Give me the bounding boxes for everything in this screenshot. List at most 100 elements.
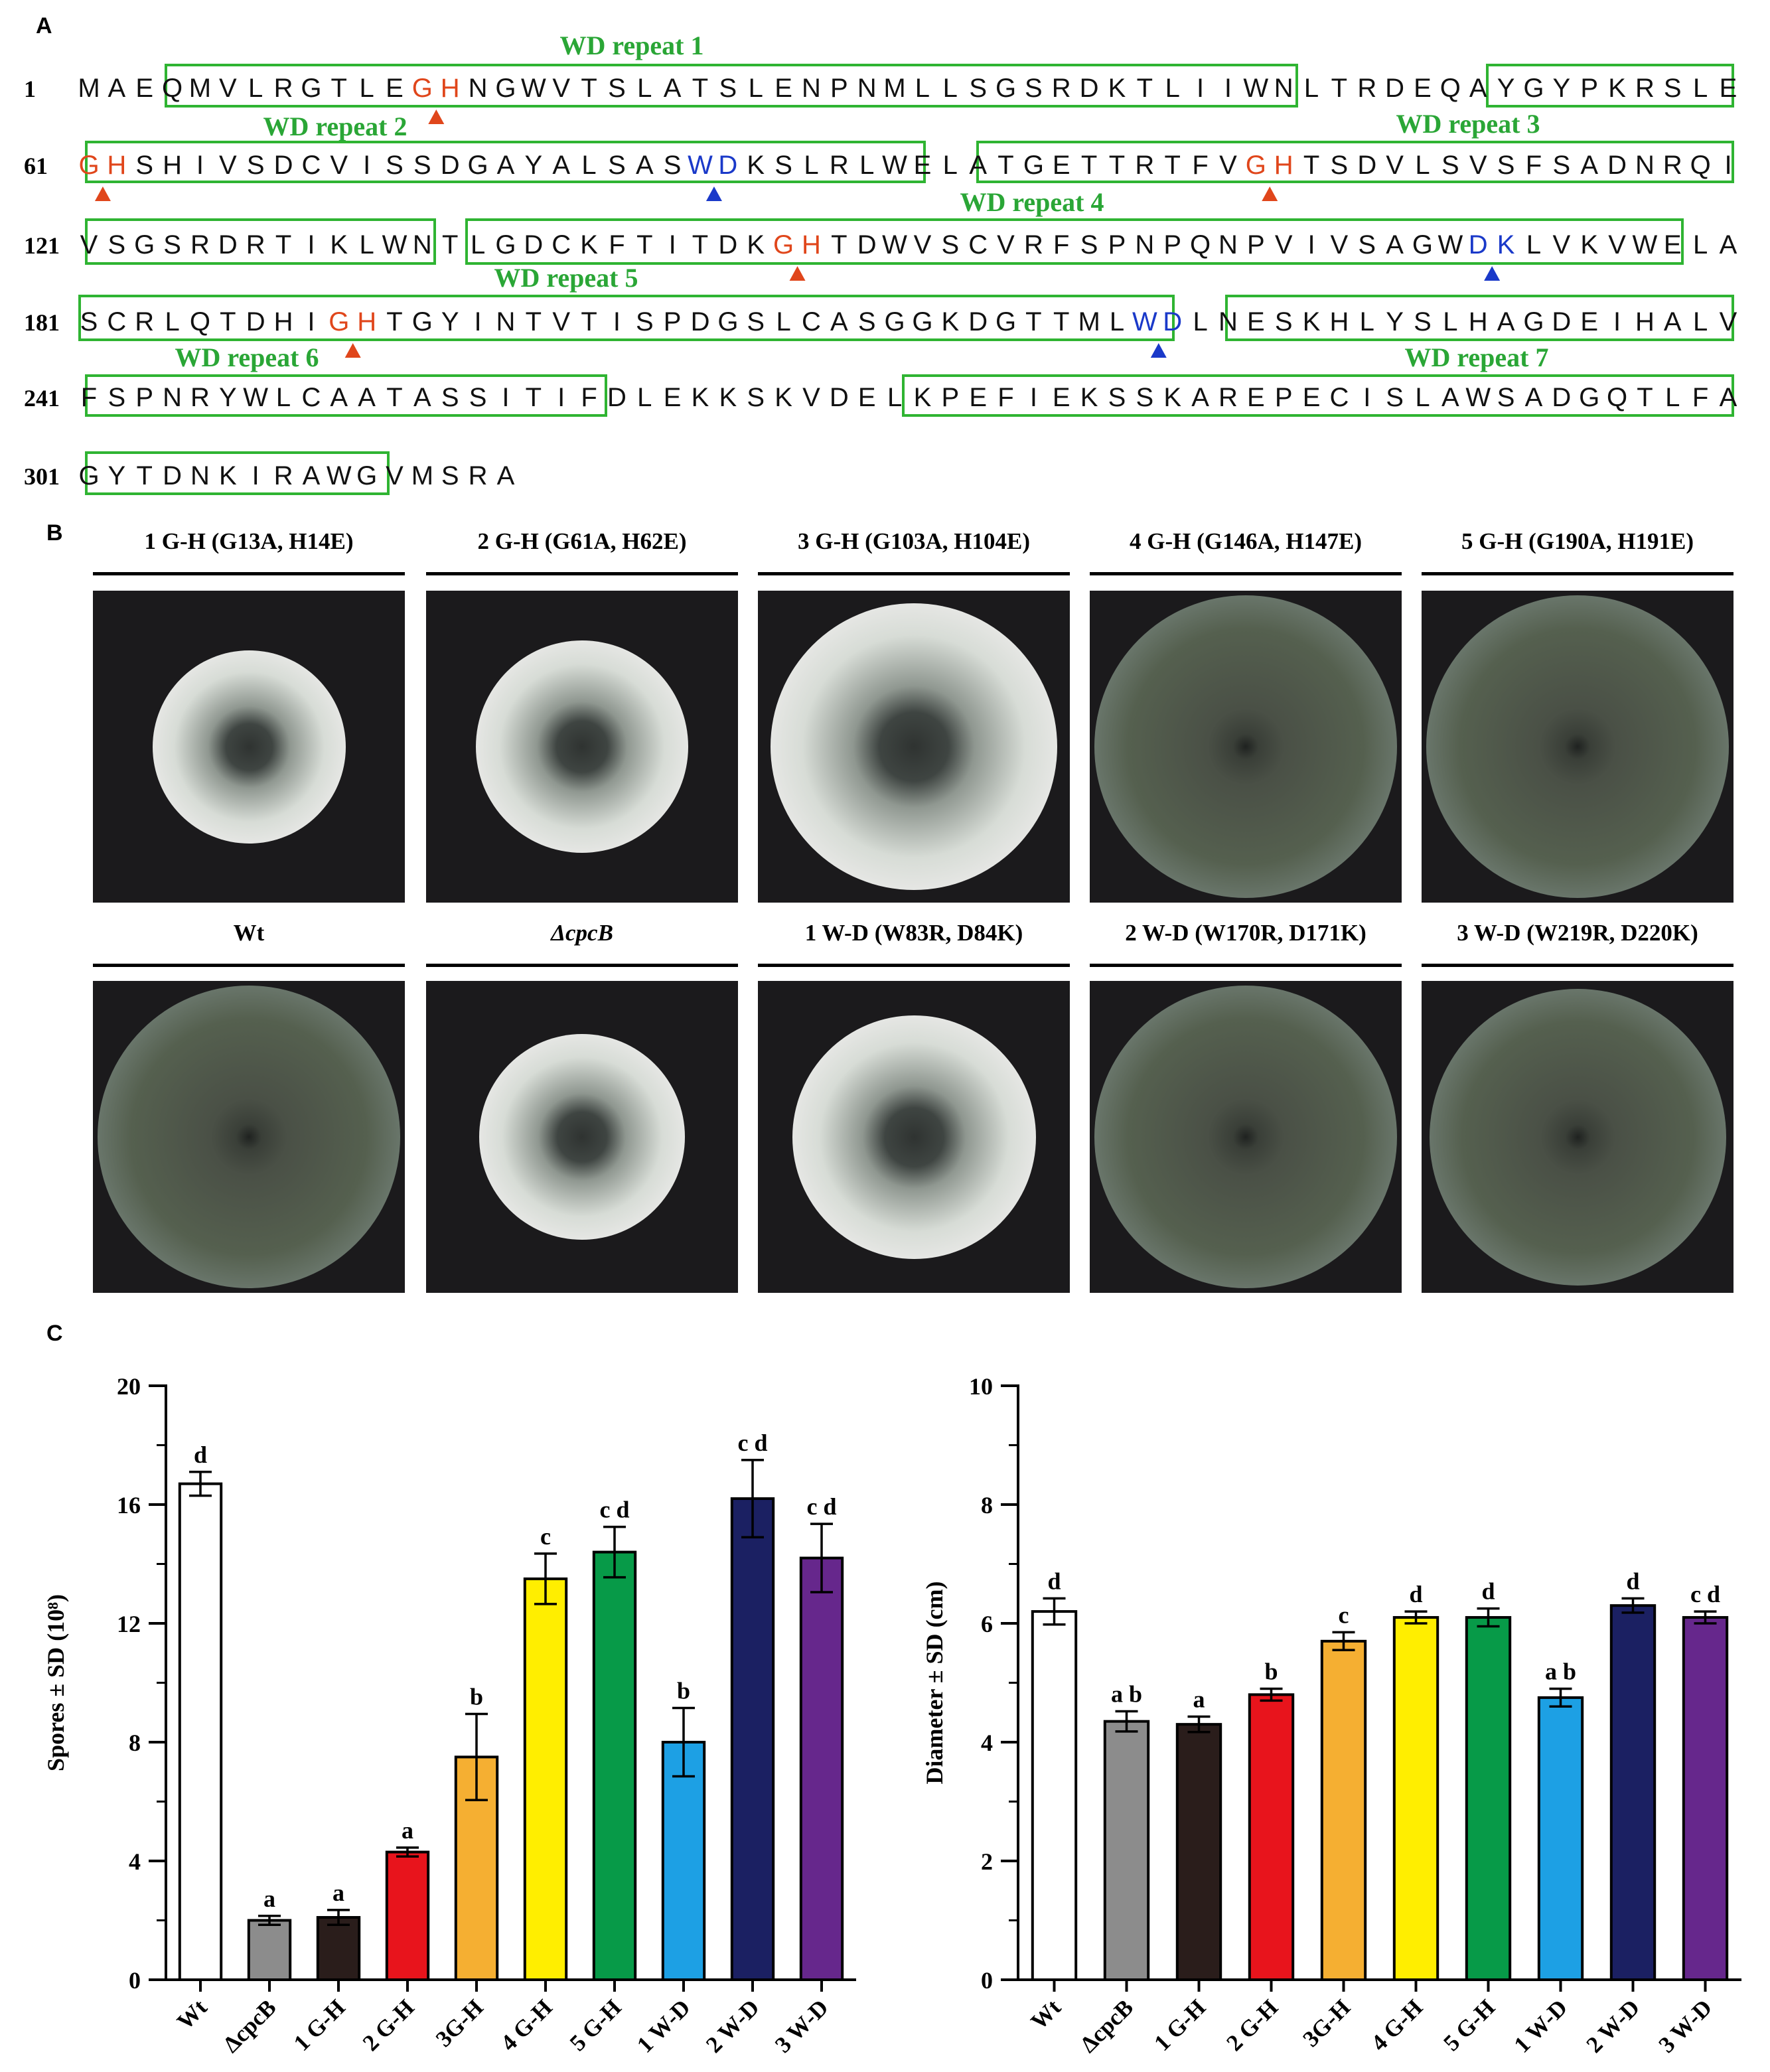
sequence-residue: R <box>246 230 265 259</box>
significance-letter: b <box>1264 1658 1278 1684</box>
sequence-residue: L <box>776 307 790 336</box>
sequence-residue: L <box>471 230 485 259</box>
plate-title-underline <box>426 572 738 575</box>
sequence-residue: E <box>135 74 153 103</box>
plate-title: 2 G-H (G61A, H62E) <box>477 528 687 554</box>
significance-letter: a <box>402 1817 413 1844</box>
sequence-residue: M <box>78 74 100 103</box>
plate-title-underline <box>758 964 1070 967</box>
bar <box>1392 1616 1439 1981</box>
sequence-residue: I <box>252 461 259 490</box>
sequence-residue: G <box>412 307 433 336</box>
sequence-residue: E <box>914 151 932 180</box>
fungal-colony <box>771 603 1057 890</box>
sequence-residue: A <box>664 74 682 103</box>
sequence-residue: A <box>1469 74 1487 103</box>
plate-title-underline <box>1090 964 1402 967</box>
sequence-residue: N <box>469 74 488 103</box>
sequence-residue: V <box>1720 307 1737 336</box>
sequence-residue: A <box>303 461 321 490</box>
sequence-residue: W <box>882 230 907 259</box>
sequence-residue: C <box>552 230 571 259</box>
sequence-residue: T <box>331 74 347 103</box>
significance-letter: d <box>1047 1568 1061 1594</box>
sequence-residue: P <box>1108 230 1126 259</box>
sequence-residue: Y <box>108 461 126 490</box>
sequence-residue: G <box>1523 307 1544 336</box>
plate-title-underline <box>93 964 405 967</box>
sequence-residue: S <box>247 151 265 180</box>
sequence-residue: L <box>637 383 652 412</box>
sequence-residue: T <box>1331 74 1347 103</box>
sequence-residue: I <box>1030 383 1037 412</box>
panel-b-label: B <box>46 520 63 546</box>
sequence-residue: R <box>1635 74 1655 103</box>
sequence-residue: K <box>774 383 792 412</box>
plate-title-underline <box>1090 572 1402 575</box>
sequence-residue: D <box>1163 307 1182 336</box>
sequence-residue: T <box>1303 151 1319 180</box>
sequence-row-number: 181 <box>24 309 60 336</box>
sequence-residue: G <box>1523 74 1544 103</box>
x-category-label: 5 G-H <box>565 1994 627 2056</box>
sequence-diagram: WD repeat 1 WD repeat 2 WD repeat 3 WD r… <box>24 31 1737 495</box>
significance-letter: b <box>470 1683 483 1710</box>
x-category-label: 3 W-D <box>1654 1994 1718 2058</box>
sequence-residue: T <box>1637 383 1653 412</box>
sequence-residue: G <box>996 74 1016 103</box>
sequence-residue: D <box>857 230 877 259</box>
sequence-residue: R <box>135 307 154 336</box>
sequence-residue: S <box>1358 230 1376 259</box>
sequence-residue: F <box>581 383 597 412</box>
sequence-residue: S <box>747 307 765 336</box>
sequence-residue: T <box>636 230 652 259</box>
sequence-residue: N <box>163 383 182 412</box>
x-category-label: 4 G-H <box>1366 1994 1428 2056</box>
sequence-residue: G <box>495 74 516 103</box>
sequence-residue: Y <box>524 151 542 180</box>
x-category-label: 2 W-D <box>1582 1994 1645 2058</box>
sequence-residue: W <box>327 461 352 490</box>
sequence-residue: K <box>1608 74 1626 103</box>
significance-letter: a <box>263 1886 275 1912</box>
sequence-residue: R <box>1024 230 1043 259</box>
sequence-residue: S <box>413 151 431 180</box>
sequence-residue: N <box>1218 307 1238 336</box>
sequence-residue: V <box>802 383 820 412</box>
sequence-residue: Q <box>1440 74 1461 103</box>
plate-title-underline <box>426 964 738 967</box>
sequence-residue: L <box>1693 307 1708 336</box>
sequence-residue: A <box>1720 230 1737 259</box>
sequence-residue: A <box>497 151 515 180</box>
sequence-residue: L <box>804 151 818 180</box>
sequence-residue: L <box>637 74 652 103</box>
sequence-residue: D <box>968 307 988 336</box>
x-category-label: 1 G-H <box>1149 1994 1211 2056</box>
sequence-residue: H <box>1329 307 1349 336</box>
y-axis-label: Spores ± SD (10⁸) <box>42 1594 69 1771</box>
motif-marker-triangle <box>428 110 445 124</box>
sequence-residue: E <box>386 74 404 103</box>
sequence-residue: C <box>968 230 988 259</box>
significance-letter: d <box>194 1442 207 1468</box>
sequence-residue: N <box>413 230 432 259</box>
sequence-residue: E <box>1247 307 1265 336</box>
sequence-row-number: 1 <box>24 76 36 102</box>
plate-title: 1 W-D (W83R, D84K) <box>804 920 1023 946</box>
spores-bar-chart: 0 4 8 12 16 20 Spores ± SD (10⁸) d Wt a ΔcpcB a 1 G-… <box>42 1373 856 2058</box>
significance-letter: c d <box>807 1493 837 1520</box>
significance-letter: d <box>1409 1581 1422 1607</box>
sequence-residue: A <box>1497 307 1515 336</box>
bar <box>1103 1720 1150 1981</box>
y-tick-label: 8 <box>129 1730 141 1756</box>
sequence-residue: R <box>1135 151 1154 180</box>
sequence-residue: L <box>943 74 958 103</box>
motif-marker-triangle <box>1484 266 1501 281</box>
sequence-residue: T <box>1164 151 1180 180</box>
bar <box>385 1850 430 1982</box>
sequence-residue: D <box>1607 151 1627 180</box>
sequence-residue: A <box>552 151 570 180</box>
x-category-label: ΔcpcB <box>218 1994 281 2057</box>
sequence-residue: K <box>914 383 932 412</box>
x-category-label: 4 G-H <box>496 1994 557 2056</box>
